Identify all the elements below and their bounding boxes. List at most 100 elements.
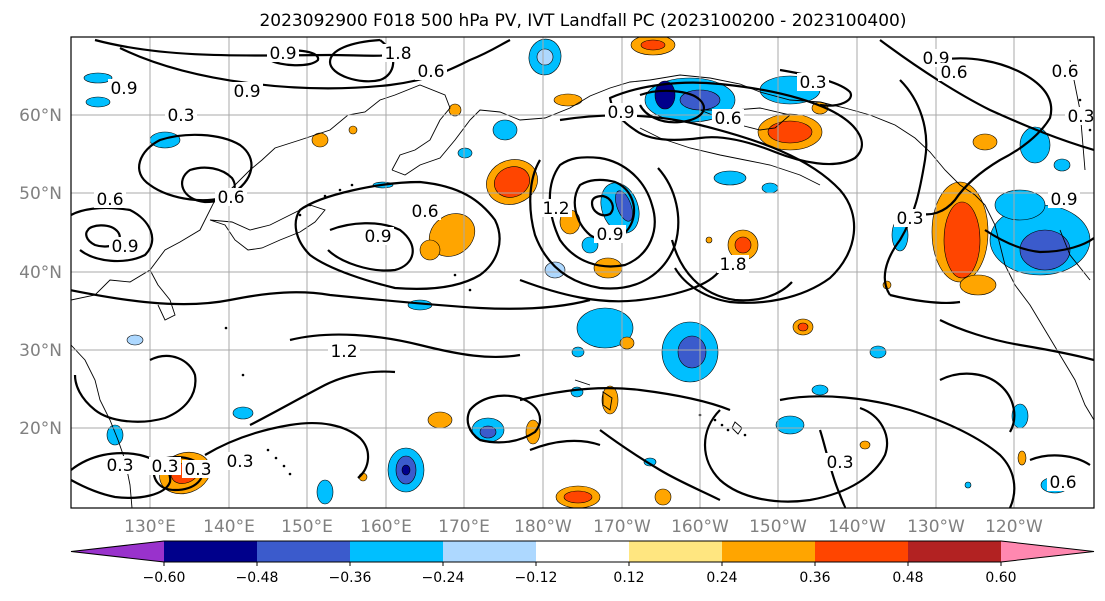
contour-label: 0.3 — [167, 106, 194, 126]
pv-negative-anomaly — [232, 406, 254, 420]
pv-contour — [639, 89, 705, 124]
pv-positive-anomaly — [348, 125, 358, 135]
colorbar-segment — [257, 541, 351, 562]
pv-positive-anomaly — [619, 336, 635, 350]
colorbar-extend-min — [71, 541, 164, 562]
pv-contour — [984, 229, 1094, 254]
pv-negative-anomaly — [964, 481, 972, 489]
pv-contour — [466, 394, 542, 444]
pv-contour — [889, 293, 961, 305]
colorbar-segment — [164, 541, 258, 562]
pv-negative-anomaly — [615, 190, 633, 222]
island-dot — [241, 373, 245, 377]
contour-label-bg — [894, 209, 926, 227]
colorbar-tick-label: 0.12 — [613, 570, 644, 586]
pv-negative-anomaly — [401, 464, 411, 476]
coastline-layer — [71, 59, 1094, 508]
pv-negative-anomaly — [643, 457, 657, 467]
lon-label: 130°E — [124, 517, 176, 537]
pv-positive-anomaly — [427, 411, 453, 429]
contour-label-bg — [712, 109, 744, 127]
pv-negative-anomaly — [83, 72, 113, 84]
pv-negative-anomaly — [1053, 158, 1071, 172]
contour-label-bg — [215, 188, 247, 206]
island-dot — [338, 188, 342, 192]
pv-negative-anomaly — [479, 425, 497, 439]
pv-negative-anomaly — [576, 307, 634, 349]
pv-contour — [939, 372, 1016, 433]
colorbar-tick-label: 0.60 — [985, 570, 1016, 586]
island-dot — [713, 418, 717, 422]
pv-positive-anomaly — [1017, 450, 1027, 466]
colorbar-extend-max — [1001, 541, 1094, 562]
pv-contour — [71, 206, 154, 263]
pv-contour — [529, 159, 680, 290]
contour-label-bg — [149, 457, 181, 475]
pv-contour — [289, 333, 521, 359]
coastline — [602, 391, 613, 411]
coastline — [209, 204, 326, 251]
colorbar-segment — [443, 541, 537, 562]
pv-positive-anomaly — [943, 201, 981, 279]
pv-contour — [327, 222, 414, 272]
contour-label: 0.9 — [110, 79, 137, 99]
lon-label: 140°W — [828, 517, 886, 537]
contour-label: 0.9 — [1050, 190, 1077, 210]
lon-label: 160°E — [360, 517, 412, 537]
contour-label-layer: 0.9 1.8 0.6 0.9 0.9 0.3 0.6 0.6 0.9 0.6 0.9 0.9 0.6 0… — [94, 44, 1094, 493]
contour-label: 0.9 — [111, 237, 138, 257]
contour-label: 0.6 — [1049, 473, 1076, 493]
colorbar-segment — [629, 541, 723, 562]
colorbar-tick-label: 0.48 — [892, 570, 923, 586]
pv-contour — [573, 178, 636, 242]
contour-label: 0.3 — [106, 456, 133, 476]
longitude-labels: 130°E 140°E 150°E 160°E 170°E 180°W 170°W 160°W… — [124, 517, 1043, 537]
pv-contour — [71, 452, 172, 499]
contour-label-bg — [94, 190, 126, 208]
colorbar-tick-label: −0.24 — [422, 570, 465, 586]
pv-negative-anomaly — [316, 479, 334, 505]
coastline — [71, 84, 451, 301]
coastline — [731, 421, 743, 435]
contour-label-bg — [717, 255, 749, 273]
colorbar: −0.60 −0.48 −0.36 −0.24 −0.12 0.12 0.24 0.36 0.4… — [70, 540, 1095, 586]
pv-positive-anomaly — [859, 440, 871, 450]
pv-contour — [883, 79, 928, 296]
contour-label-bg — [382, 44, 414, 62]
island-dot — [468, 288, 472, 292]
pv-contour — [779, 395, 1016, 508]
pv-contour — [670, 239, 793, 302]
contour-label-bg — [362, 227, 394, 245]
contour-label-bg — [224, 452, 256, 470]
contour-label-bg — [231, 82, 263, 100]
island-dot — [288, 472, 292, 476]
pv-contour — [328, 38, 395, 83]
pv-negative-anomaly — [775, 415, 805, 435]
pv-contour — [519, 386, 731, 412]
island-dot — [726, 428, 730, 432]
pv-positive-anomaly — [640, 39, 666, 51]
pv-positive-anomaly — [593, 257, 623, 279]
lon-label: 150°E — [281, 517, 333, 537]
pv-positive-anomaly — [494, 166, 530, 198]
contour-label: 0.6 — [96, 190, 123, 210]
colorbar-segment — [908, 541, 1002, 562]
pv-positive-anomaly — [553, 93, 583, 107]
latitude-labels: 60°N 50°N 40°N 30°N 20°N — [19, 106, 62, 439]
pv-contour — [818, 429, 848, 508]
lon-label: 150°W — [749, 517, 807, 537]
contour-label: 0.9 — [364, 227, 391, 247]
lon-label: 140°E — [203, 517, 255, 537]
pv-contour — [249, 370, 396, 426]
pv-contour — [73, 354, 197, 423]
pv-negative-anomaly — [85, 96, 111, 108]
contour-label-bg — [1048, 190, 1080, 208]
contour-label: 1.2 — [330, 342, 357, 362]
pv-contour — [1029, 454, 1091, 466]
pv-contour — [914, 57, 1053, 216]
lon-label: 120°W — [985, 517, 1043, 537]
colorbar-segment — [722, 541, 816, 562]
island-dot — [453, 273, 457, 277]
pv-positive-anomaly — [654, 488, 672, 506]
lon-label: 170°E — [438, 517, 490, 537]
